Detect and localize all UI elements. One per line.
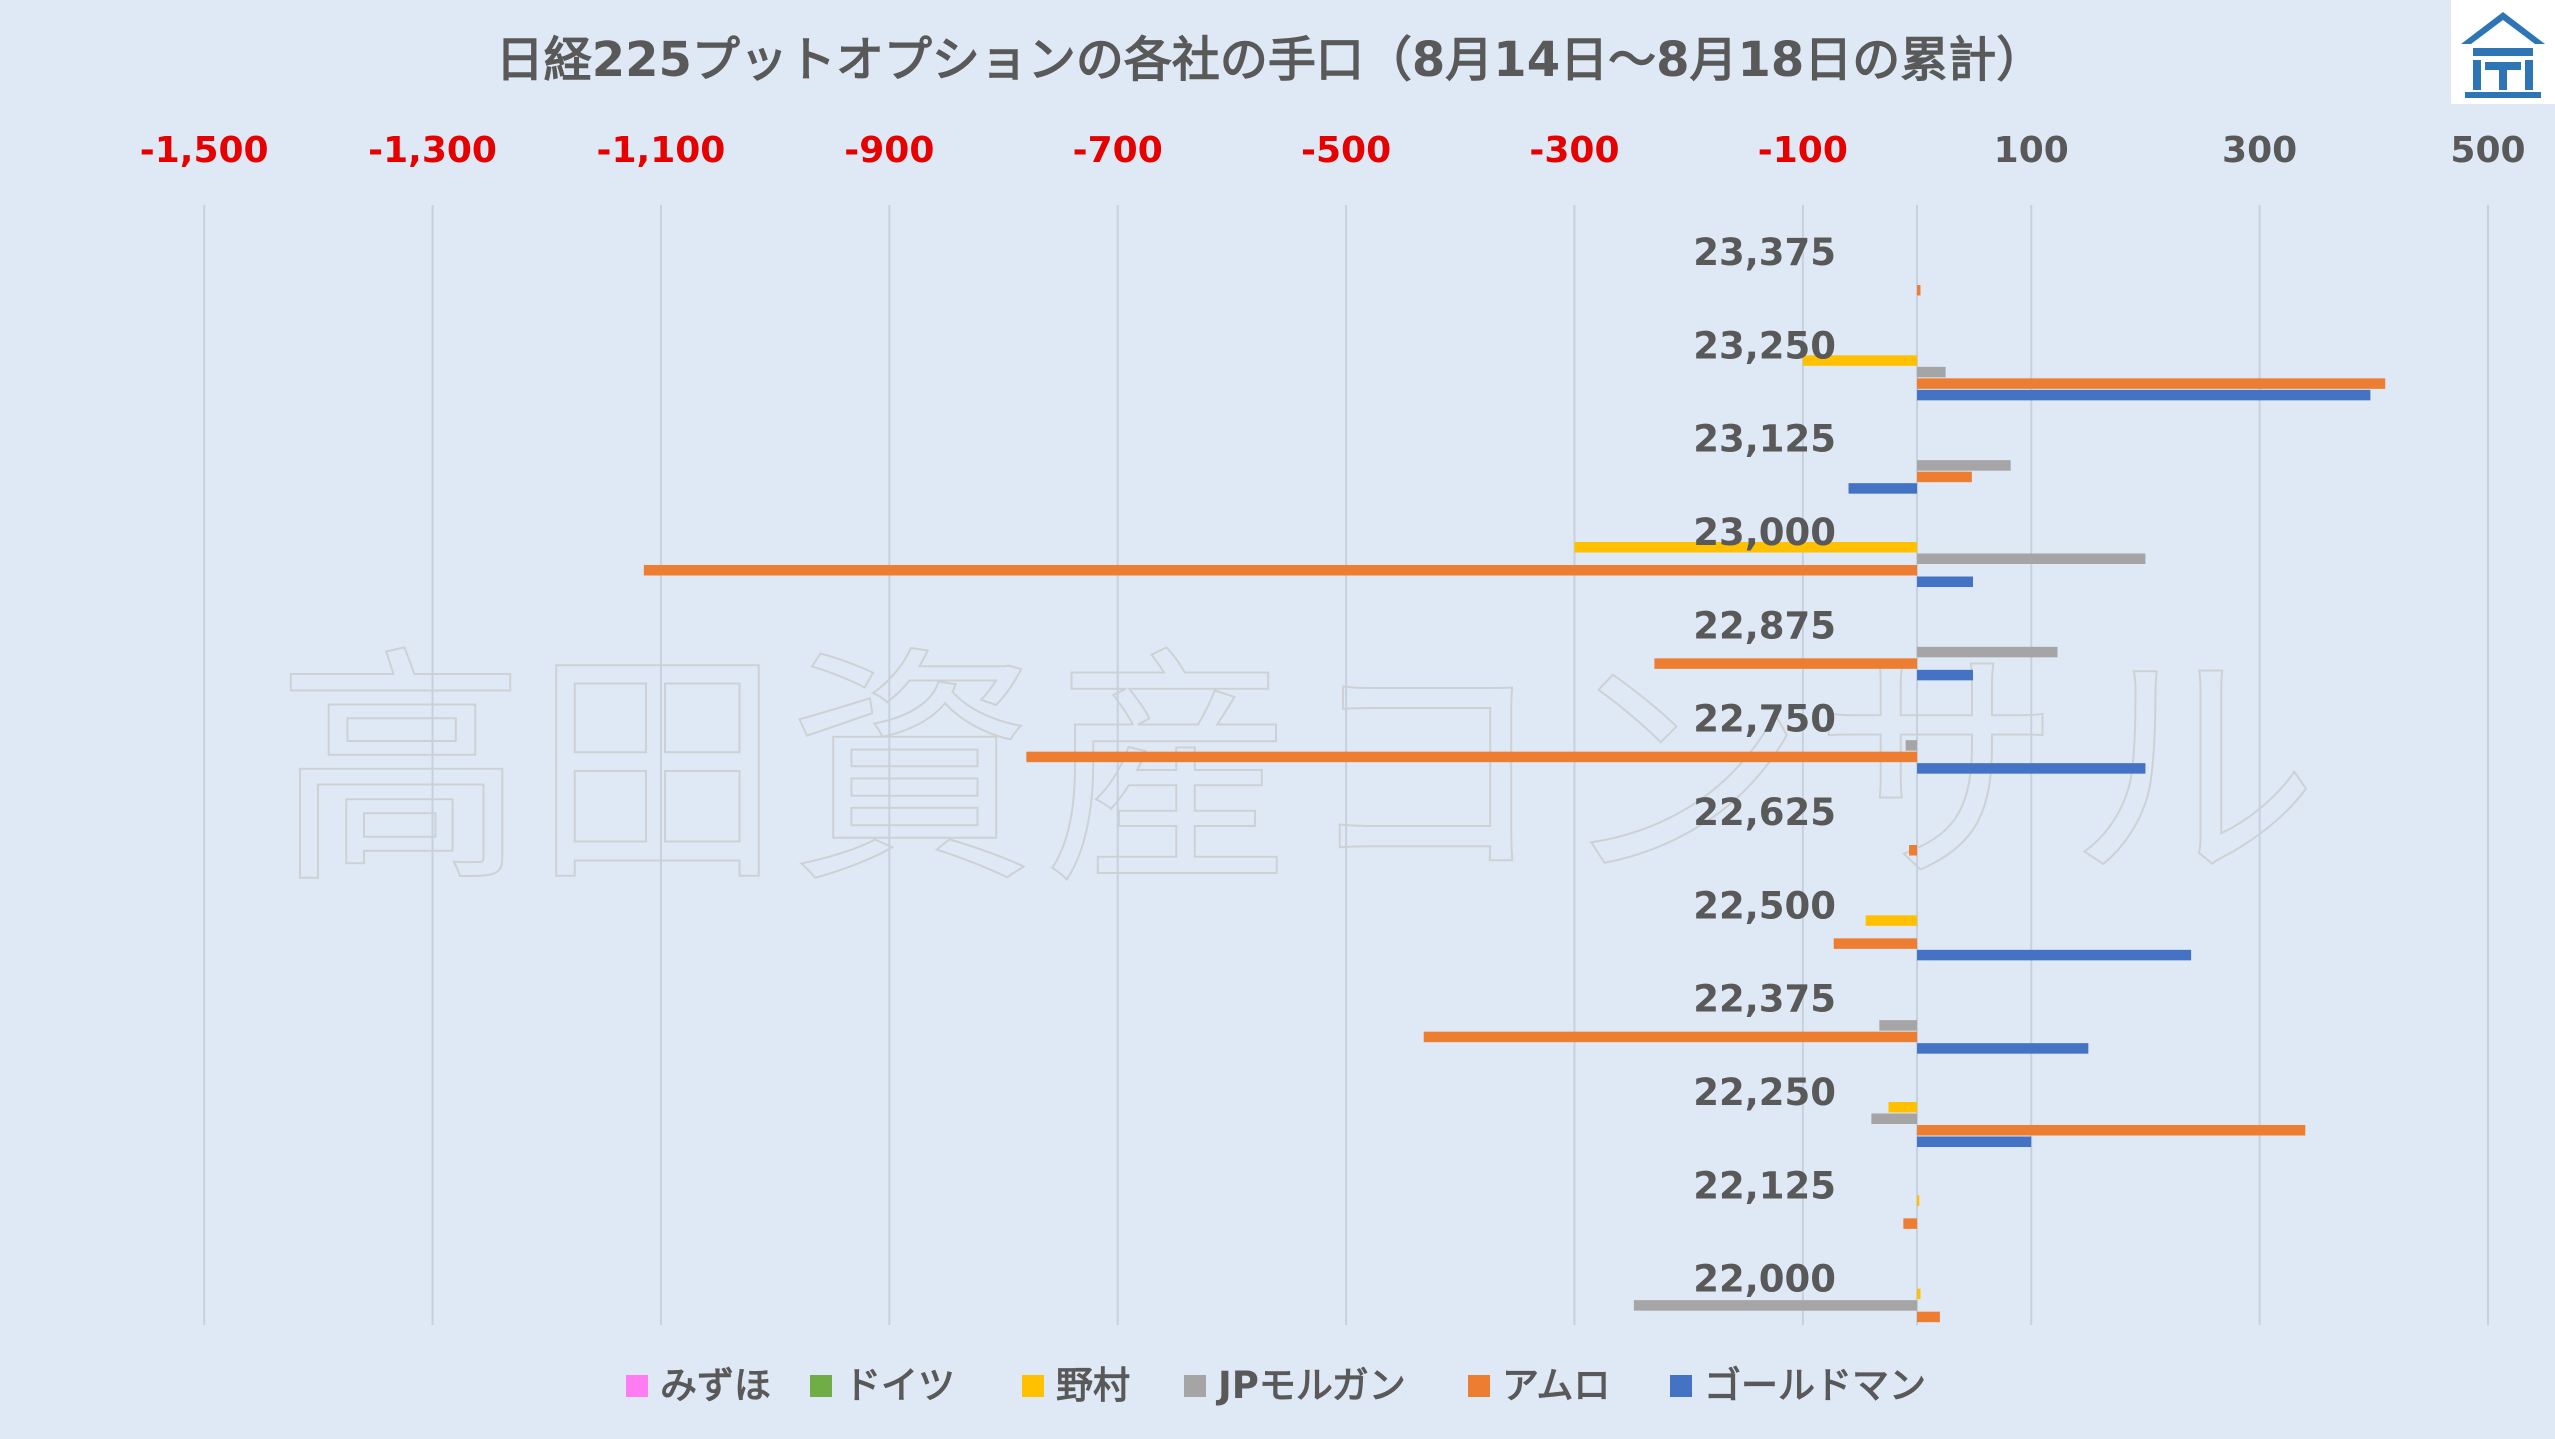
bar bbox=[1917, 1195, 1920, 1206]
category-label: 22,250 bbox=[1693, 1071, 1836, 1114]
legend-label: アムロ bbox=[1502, 1364, 1610, 1407]
bar bbox=[1917, 576, 1974, 587]
legend-label: ドイツ bbox=[844, 1364, 955, 1407]
category-label: 23,375 bbox=[1693, 231, 1836, 274]
bar bbox=[1917, 1288, 1921, 1300]
category-label: 22,625 bbox=[1693, 791, 1836, 834]
bar bbox=[1423, 1031, 1918, 1043]
category-labels: 23,375 23,250 23,125 23,000 22,875 22,750 22,6… bbox=[1693, 231, 1836, 1301]
x-tick-label: -300 bbox=[1529, 130, 1619, 171]
legend: みずほ ドイツ 野村 JPモルガン アムロ ゴールドマン bbox=[626, 1364, 1926, 1407]
legend-label: ゴールドマン bbox=[1704, 1364, 1926, 1407]
bar bbox=[1802, 355, 1918, 366]
category-label: 22,750 bbox=[1693, 698, 1836, 741]
bar bbox=[1905, 740, 1918, 751]
chart-title: 日経225プットオプションの各社の手口（8月14日～8月18日の累計） bbox=[496, 32, 2045, 88]
bar bbox=[1917, 378, 2386, 389]
category-label: 23,000 bbox=[1693, 511, 1836, 554]
legend-swatch bbox=[1184, 1375, 1206, 1397]
x-tick-label: 300 bbox=[2222, 130, 2297, 171]
legend-label: みずほ bbox=[660, 1364, 771, 1407]
x-tick-label: 500 bbox=[2450, 130, 2525, 171]
bar bbox=[1917, 646, 2058, 658]
bar bbox=[1917, 669, 1974, 681]
bar bbox=[1909, 845, 1918, 856]
category-label: 22,875 bbox=[1693, 604, 1836, 647]
bar bbox=[1888, 1102, 1918, 1113]
category-label: 23,250 bbox=[1693, 324, 1836, 367]
x-tick-label: 100 bbox=[1994, 130, 2069, 171]
bar bbox=[1917, 366, 1946, 378]
bar bbox=[1654, 658, 1918, 669]
bar bbox=[1848, 483, 1918, 494]
bar bbox=[1917, 553, 2146, 564]
category-label: 23,125 bbox=[1693, 418, 1836, 461]
bar bbox=[1026, 751, 1918, 763]
x-tick-label: -700 bbox=[1073, 130, 1163, 171]
bar bbox=[1917, 1136, 2032, 1147]
legend-swatch bbox=[626, 1375, 648, 1397]
bar bbox=[1917, 1125, 2306, 1136]
bar bbox=[1917, 1311, 1940, 1323]
bar bbox=[1917, 389, 2371, 401]
category-label: 22,125 bbox=[1693, 1164, 1836, 1207]
house-logo-icon bbox=[2461, 12, 2545, 98]
bar bbox=[1833, 938, 1918, 949]
x-tick-label: -1,300 bbox=[368, 130, 497, 171]
category-label: 22,500 bbox=[1693, 884, 1836, 927]
bar bbox=[1871, 1113, 1918, 1124]
legend-label: 野村 bbox=[1056, 1364, 1130, 1407]
bar bbox=[1917, 949, 2192, 961]
legend-label: JPモルガン bbox=[1215, 1364, 1406, 1407]
brand-logo bbox=[2451, 0, 2555, 104]
bar bbox=[1633, 1300, 1918, 1311]
x-tick-label: -500 bbox=[1301, 130, 1391, 171]
bar bbox=[1917, 471, 1972, 483]
bar bbox=[643, 565, 1918, 576]
bars bbox=[643, 285, 2386, 1323]
x-tick-label: -1,500 bbox=[140, 130, 269, 171]
bar bbox=[1917, 460, 2011, 471]
x-axis-ticks: -1,500 -1,300 -1,100 -900 -700 -500 -300 -100 10… bbox=[140, 130, 2526, 171]
legend-swatch bbox=[1022, 1375, 1044, 1397]
legend-swatch bbox=[810, 1375, 832, 1397]
x-tick-label: -100 bbox=[1758, 130, 1848, 171]
x-tick-label: -1,100 bbox=[597, 130, 726, 171]
bar bbox=[1879, 1020, 1918, 1031]
bar bbox=[1865, 915, 1918, 926]
category-label: 22,375 bbox=[1693, 978, 1836, 1021]
bar bbox=[1574, 542, 1918, 553]
legend-swatch bbox=[1468, 1375, 1490, 1397]
category-label: 22,000 bbox=[1693, 1258, 1836, 1301]
legend-swatch bbox=[1670, 1375, 1692, 1397]
x-tick-label: -900 bbox=[844, 130, 934, 171]
bar bbox=[1917, 285, 1921, 296]
bar bbox=[1917, 1043, 2089, 1054]
bar bbox=[1903, 1218, 1918, 1229]
bar bbox=[1917, 763, 2146, 774]
